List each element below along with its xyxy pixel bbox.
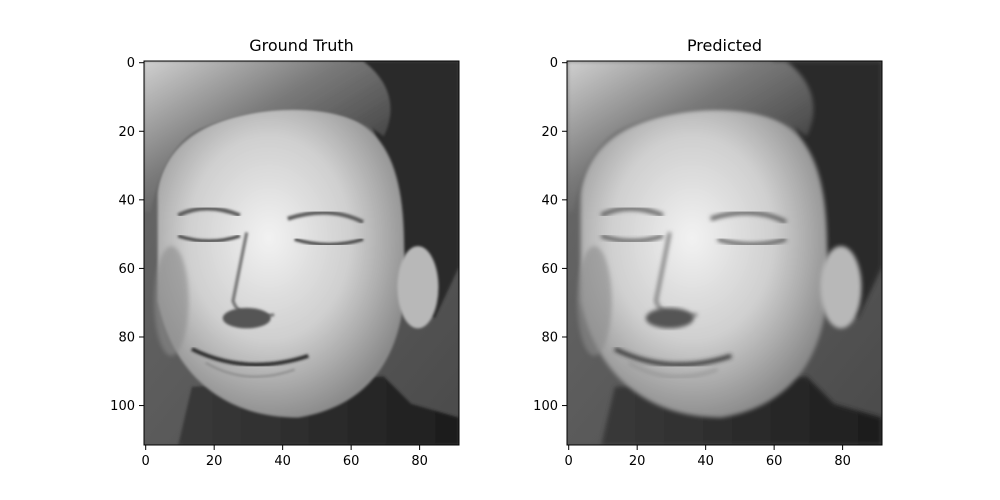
- y-tick-label: 40: [541, 193, 558, 208]
- x-tick-label: 80: [411, 454, 428, 469]
- x-tick-label: 60: [766, 454, 783, 469]
- left-eye: [600, 234, 664, 243]
- lower-lip: [628, 361, 719, 378]
- x-tick-label: 0: [565, 454, 573, 469]
- mouth: [614, 347, 732, 367]
- right-eye: [717, 237, 787, 246]
- x-tick-label: 40: [274, 454, 291, 469]
- axes-frame: [566, 60, 883, 446]
- panel-ground-truth: Ground Truth 0 20 40 60 80 0 20 40 60 80 100: [110, 36, 460, 469]
- right-eye: [294, 237, 364, 246]
- ear-shape: [397, 246, 439, 329]
- y-tick-label: 60: [118, 262, 135, 277]
- x-tick-label: 60: [343, 454, 360, 469]
- lower-lip: [205, 361, 296, 378]
- mouth: [191, 347, 309, 367]
- right-brow: [287, 210, 364, 224]
- y-tick-label: 100: [533, 399, 558, 414]
- x-tick-label: 80: [834, 454, 851, 469]
- y-tick-label: 20: [541, 125, 558, 140]
- x-tick-label: 20: [629, 454, 646, 469]
- cheek-shadow: [577, 246, 612, 356]
- y-tick-label: 0: [127, 56, 135, 71]
- x-tick-label: 40: [697, 454, 714, 469]
- axes-frame: [143, 60, 460, 446]
- panel-title: Ground Truth: [249, 36, 354, 55]
- x-tick-label: 0: [142, 454, 150, 469]
- y-tick-label: 80: [541, 330, 558, 345]
- y-tick-label: 100: [110, 399, 135, 414]
- hair-top: [567, 61, 814, 212]
- y-tick-label: 40: [118, 193, 135, 208]
- nostril-shadow: [645, 307, 694, 329]
- cheek-shadow: [154, 246, 189, 356]
- panel-predicted: Predicted 0 20 40 60 80 0 20 40 60 80 100: [533, 36, 883, 469]
- face-image: [144, 61, 459, 445]
- face-image: [567, 61, 882, 445]
- panel-title: Predicted: [687, 36, 762, 55]
- nostril-shadow: [222, 307, 271, 329]
- y-tick-label: 0: [550, 56, 558, 71]
- hair-top: [144, 61, 391, 212]
- left-brow: [177, 206, 241, 218]
- left-eye: [177, 234, 241, 243]
- y-tick-label: 20: [118, 125, 135, 140]
- left-brow: [600, 206, 664, 218]
- y-tick-label: 80: [118, 330, 135, 345]
- right-brow: [710, 210, 787, 224]
- face-shape: [580, 107, 829, 418]
- face-shape: [157, 107, 406, 418]
- y-tick-label: 60: [541, 262, 558, 277]
- x-tick-label: 20: [206, 454, 223, 469]
- ear-shape: [820, 246, 862, 329]
